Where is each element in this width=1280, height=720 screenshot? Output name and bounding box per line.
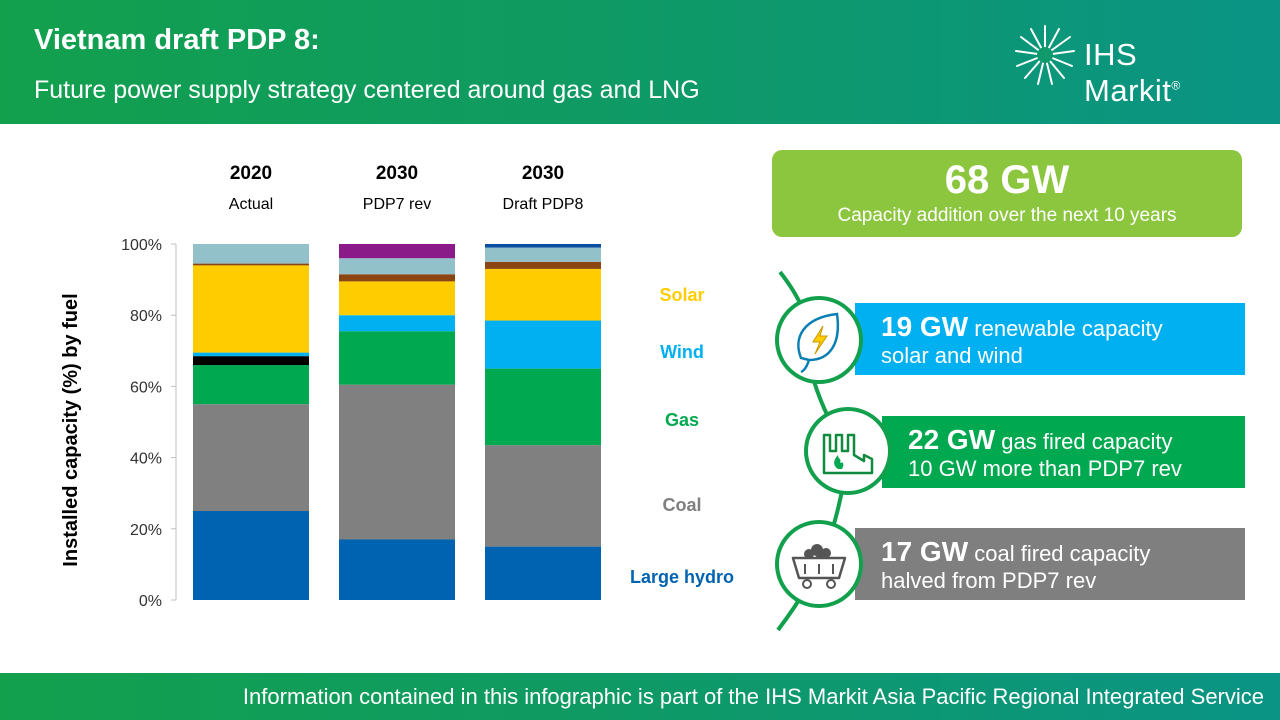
bar-segment [485,445,601,547]
renewable-box: 19 GW renewable capacity solar and wind [855,303,1245,375]
y-tick-label: 60% [130,379,162,396]
category-year: 2030 [522,163,564,184]
page-title: Vietnam draft PDP 8: [34,24,320,56]
category-year: 2030 [376,163,418,184]
bar-segment [485,320,601,369]
bar-segment [339,258,455,275]
y-axis-label: Installed capacity (%) by fuel [60,293,82,566]
coal-value: 17 GW [881,536,969,567]
legend-label: Large hydro [630,567,734,587]
y-tick-label: 100% [121,237,162,254]
category-label: PDP7 rev [363,196,431,213]
leaf-lightning-icon [775,296,863,384]
category-label: Actual [229,196,273,213]
bar-segment [193,356,309,366]
stacked-bar-chart: 0% 20% 40% 60% 80% 100% Installed capacity (%)… [60,163,734,610]
gas-box: 22 GW gas fired capacity 10 GW more than… [882,416,1245,488]
ihs-markit-logo: IHS Markit® [1012,22,1242,108]
footer-text: Information contained in this infographi… [242,684,1264,709]
coal-detail: halved from PDP7 rev [881,568,1097,593]
bar-segment [339,315,455,332]
bar-segment [193,265,309,353]
bar-segment [193,404,309,511]
y-tick-label: 0% [139,593,162,610]
renewable-label: renewable capacity [974,316,1163,341]
category-year: 2020 [230,163,272,184]
legend-label: Wind [660,342,704,362]
gas-detail: 10 GW more than PDP7 rev [908,456,1182,481]
renewable-detail: solar and wind [881,343,1023,368]
bar-segment [339,384,455,540]
legend-label: Solar [659,285,704,305]
bar-segment [485,247,601,262]
highlight-box: 68 GW Capacity addition over the next 10… [772,150,1242,237]
header-banner: Vietnam draft PDP 8: Future power supply… [0,0,1280,124]
coal-cart-icon [775,520,863,608]
bar-segment [485,368,601,446]
coal-label: coal fired capacity [974,541,1151,566]
renewable-value: 19 GW [881,311,969,342]
starburst-icon [1015,25,1075,85]
legend-label: Coal [662,495,701,515]
bar-segment [193,352,309,357]
gas-plant-icon [804,407,892,495]
category-label: Draft PDP8 [503,196,584,213]
y-tick-label: 40% [130,451,162,468]
bar-segment [485,261,601,269]
coal-box: 17 GW coal fired capacity halved from PD… [855,528,1245,600]
bar-segment [339,331,455,385]
gas-label: gas fired capacity [1001,429,1173,454]
bar-segment [193,263,309,266]
bar-segment [193,511,309,600]
bar-segment [339,281,455,316]
bar-segment [485,546,601,600]
logo-text: IHS Markit® [1084,37,1181,108]
bar-segment [339,244,455,259]
bar-segment [485,244,601,248]
bar-segment [339,539,455,600]
gas-value: 22 GW [908,424,996,455]
bar-segment [339,274,455,282]
bar-segment [193,365,309,405]
page-subtitle: Future power supply strategy centered ar… [34,76,700,104]
highlight-value: 68 GW [944,158,1070,202]
bar-segment [485,268,601,321]
legend-label: Gas [665,410,699,430]
y-tick-label: 20% [130,522,162,539]
footer-banner: Information contained in this infographi… [0,673,1280,720]
bar-segment [193,244,309,264]
highlight-text: Capacity addition over the next 10 years [837,205,1177,226]
y-tick-label: 80% [130,308,162,325]
